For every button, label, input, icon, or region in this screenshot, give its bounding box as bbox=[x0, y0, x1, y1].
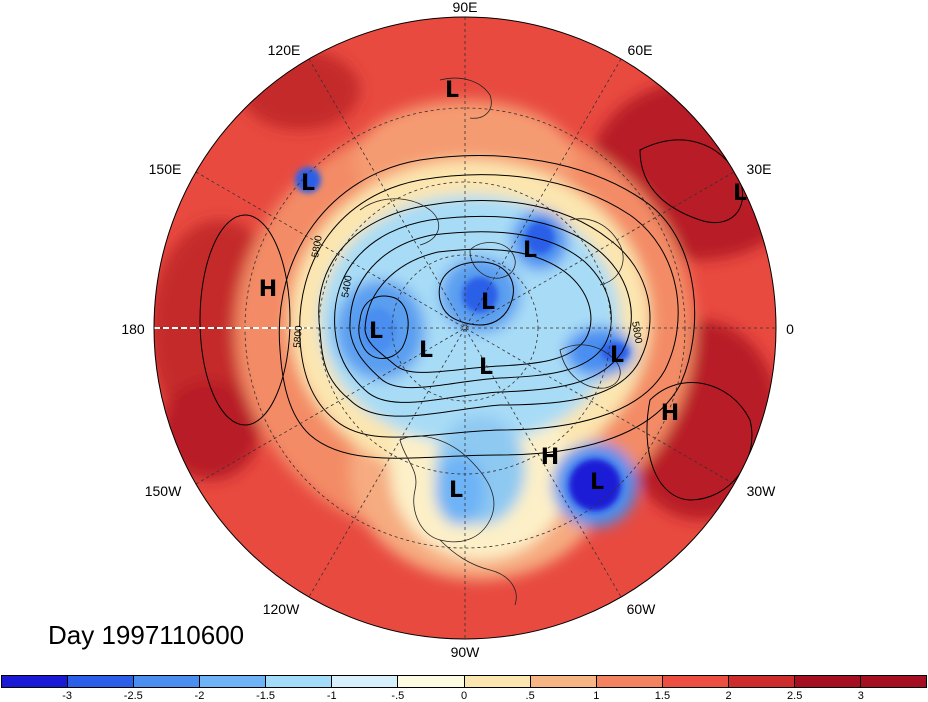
colorbar-tick-label: 0 bbox=[460, 690, 468, 702]
colorbar-swatch bbox=[728, 676, 795, 687]
height-contours bbox=[199, 139, 753, 501]
map-boundary bbox=[153, 16, 777, 640]
low-center-marker: L bbox=[481, 290, 495, 315]
colorbar-tick-label: 1.5 bbox=[654, 690, 671, 702]
low-center-marker: L bbox=[449, 478, 463, 503]
colorbar-swatch bbox=[861, 676, 927, 687]
colorbar-tick-label: -2 bbox=[194, 690, 205, 702]
colorbar-tick-label: -3 bbox=[62, 690, 73, 702]
colorbar-tick-label: 2 bbox=[725, 690, 732, 702]
longitude-label-90w: 90W bbox=[450, 644, 480, 660]
longitude-label-60e: 60E bbox=[627, 42, 653, 58]
colorbar-tick-label: 1 bbox=[593, 690, 600, 702]
low-center-marker: L bbox=[590, 470, 604, 495]
colorbar-swatch bbox=[266, 676, 333, 687]
colorbar-swatch bbox=[530, 676, 597, 687]
longitude-label-30e: 30E bbox=[746, 161, 772, 177]
colorbar-swatch bbox=[662, 676, 729, 687]
high-center-marker: H bbox=[661, 401, 679, 426]
colorbar-tick-label: -2.5 bbox=[123, 690, 143, 702]
low-center-marker: L bbox=[419, 338, 433, 363]
longitude-label-180: 180 bbox=[121, 321, 145, 337]
colorbar-tick-label: -1 bbox=[326, 690, 337, 702]
low-center-marker: L bbox=[610, 343, 624, 368]
colorbar-swatch bbox=[134, 676, 201, 687]
colorbar-swatch bbox=[200, 676, 267, 687]
polar-map: 5800 5400 5800 5800 L L L L L L L L L L … bbox=[153, 16, 777, 640]
colorbar-swatch bbox=[596, 676, 663, 687]
longitude-label-120e: 120E bbox=[267, 42, 301, 58]
contour-label: 5800 bbox=[629, 321, 644, 345]
high-center-marker: H bbox=[541, 445, 559, 470]
longitude-label-120w: 120W bbox=[262, 601, 300, 617]
low-center-marker: L bbox=[445, 78, 459, 103]
low-center-marker: L bbox=[523, 238, 537, 263]
colorbar-tick-label: -.5 bbox=[391, 690, 405, 702]
longitude-label-30w: 30W bbox=[746, 483, 776, 499]
low-center-marker: L bbox=[369, 319, 383, 344]
colorbar-tick-label: .5 bbox=[525, 690, 535, 702]
colorbar-swatch bbox=[464, 676, 531, 687]
longitude-label-150w: 150W bbox=[144, 483, 182, 499]
colorbar-swatch bbox=[2, 676, 69, 687]
contour-label-group: 5800 5400 5800 5800 bbox=[292, 234, 644, 348]
colorbar-tick-label: -1.5 bbox=[256, 690, 276, 702]
contour-label: 5800 bbox=[310, 234, 325, 258]
colorbar-swatch bbox=[68, 676, 135, 687]
coastlines bbox=[359, 77, 624, 606]
colorbar-swatch bbox=[794, 676, 862, 687]
colorbar-swatch bbox=[398, 676, 465, 687]
colorbar: -3 -2.5 -2 -1.5 -1 -.5 0 .5 1 1.5 2 2.5 3 bbox=[0, 675, 928, 702]
colorbar-swatch bbox=[332, 676, 399, 687]
day-title: Day 1997110600 bbox=[48, 620, 245, 650]
longitude-label-90e: 90E bbox=[452, 0, 478, 15]
low-center-marker: L bbox=[301, 171, 315, 196]
longitude-label-60w: 60W bbox=[626, 601, 656, 617]
high-center-marker: H bbox=[259, 277, 277, 302]
colorbar-swatches bbox=[1, 675, 927, 688]
longitude-label-150e: 150E bbox=[148, 161, 182, 177]
pressure-centers: L L L L L L L L L L L H H H bbox=[259, 78, 747, 503]
low-center-marker: L bbox=[479, 355, 493, 380]
contour-label: 5800 bbox=[292, 325, 305, 349]
colorbar-tick-label: 2.5 bbox=[787, 690, 803, 702]
longitude-label-0: 0 bbox=[786, 321, 794, 337]
low-center-marker: L bbox=[733, 181, 747, 206]
colorbar-tick-label: 3 bbox=[857, 690, 864, 702]
contour-label: 5400 bbox=[340, 274, 355, 298]
